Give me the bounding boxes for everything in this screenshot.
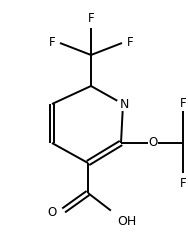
Text: O: O xyxy=(48,207,57,219)
Text: N: N xyxy=(119,98,129,110)
Text: O: O xyxy=(148,137,158,149)
Text: F: F xyxy=(88,12,94,25)
Text: F: F xyxy=(48,36,55,50)
Text: F: F xyxy=(180,177,186,190)
Text: OH: OH xyxy=(117,215,136,228)
Text: F: F xyxy=(180,97,186,110)
Text: F: F xyxy=(127,36,134,50)
